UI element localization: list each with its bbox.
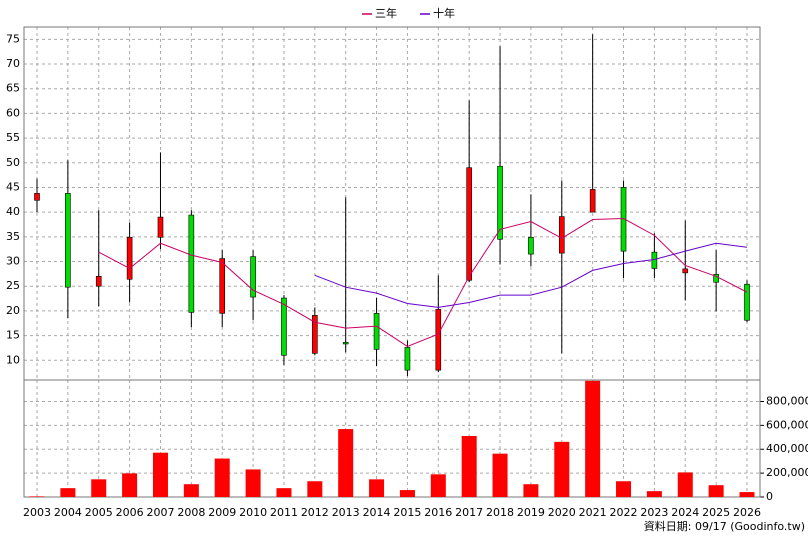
y-tick-label: 20 (6, 304, 20, 317)
volume-bar (122, 473, 138, 497)
volume-bar (399, 490, 415, 497)
candle-body (373, 313, 380, 350)
y2-tick-label: 200,000 (766, 466, 808, 479)
x-tick-label: 2020 (548, 506, 576, 519)
volume-bar (461, 435, 477, 497)
candle-body (651, 251, 658, 269)
x-tick-label: 2009 (208, 506, 236, 519)
x-tick-label: 2024 (671, 506, 699, 519)
candle-body (250, 256, 256, 298)
candle-body (65, 193, 71, 288)
candle-body (466, 167, 472, 281)
volume-bar (60, 488, 76, 497)
volume-bar (677, 472, 693, 497)
y-tick-label: 75 (6, 32, 20, 45)
x-tick-label: 2012 (301, 506, 329, 519)
candle-body (435, 309, 442, 371)
candle-body (342, 342, 349, 345)
volume-bar (492, 453, 508, 497)
x-tick-label: 2015 (393, 506, 421, 519)
volume-bar (338, 429, 354, 497)
y-tick-label: 60 (6, 106, 20, 119)
volume-bar (708, 485, 724, 497)
candle-body (589, 189, 596, 213)
x-tick-label: 2026 (733, 506, 761, 519)
x-tick-label: 2014 (363, 506, 391, 519)
x-tick-label: 2013 (332, 506, 360, 519)
x-tick-label: 2018 (486, 506, 514, 519)
x-tick-label: 2017 (455, 506, 483, 519)
volume-bar (616, 481, 632, 497)
y2-tick-label: 800,000 (766, 394, 808, 407)
candle-body (682, 268, 689, 274)
candle-body (188, 214, 195, 313)
source-note: 資料日期: 09/17 (Goodinfo.tw) (644, 519, 805, 533)
candle-body (620, 187, 627, 252)
candle-body (95, 276, 102, 287)
x-tick-label: 2025 (702, 506, 730, 519)
candle-body (126, 237, 133, 280)
volume-bar (183, 484, 199, 497)
volume-bar (523, 484, 539, 497)
x-tick-label: 2016 (424, 506, 452, 519)
candle-body (219, 258, 226, 314)
y-tick-label: 50 (6, 156, 20, 169)
volume-bar (245, 469, 261, 497)
candle-body (497, 165, 503, 240)
y-tick-label: 55 (6, 131, 20, 144)
candle-body (558, 216, 565, 254)
volume-bar (585, 380, 601, 497)
volume-bar (152, 452, 168, 497)
legend-label: 十年 (433, 6, 455, 20)
candle-body (157, 216, 164, 238)
candle-body (744, 283, 750, 321)
x-tick-label: 2005 (85, 506, 113, 519)
volume-bar (430, 474, 446, 497)
x-tick-label: 2003 (23, 506, 51, 519)
candle-body (281, 297, 287, 356)
candle-body (404, 347, 411, 371)
x-tick-label: 2004 (54, 506, 82, 519)
x-tick-label: 2022 (610, 506, 638, 519)
candle-body (528, 237, 534, 255)
x-tick-label: 2008 (177, 506, 205, 519)
y2-tick-label: 600,000 (766, 418, 808, 431)
candle-body (312, 315, 318, 354)
y-tick-label: 35 (6, 230, 20, 243)
candle-body (713, 274, 719, 283)
volume-bar (739, 492, 755, 497)
plot-frame (23, 26, 761, 498)
y-tick-label: 40 (6, 205, 20, 218)
x-tick-label: 2006 (116, 506, 144, 519)
y-tick-label: 45 (6, 180, 20, 193)
candle-body (34, 193, 40, 201)
x-tick-label: 2021 (579, 506, 607, 519)
y-tick-label: 25 (6, 279, 20, 292)
x-tick-label: 2019 (517, 506, 545, 519)
y2-tick-label: 400,000 (766, 442, 808, 455)
y-tick-label: 30 (6, 255, 20, 268)
volume-bar (214, 458, 230, 497)
moving-average-line (98, 218, 748, 347)
x-tick-label: 2010 (239, 506, 267, 519)
volume-bar (276, 488, 292, 497)
volume-bar (29, 496, 45, 497)
x-tick-label: 2011 (270, 506, 298, 519)
y-tick-label: 10 (6, 353, 20, 366)
y-tick-label: 65 (6, 82, 20, 95)
volume-bar (91, 479, 107, 497)
volume-bar (369, 479, 385, 497)
legend-label: 三年 (375, 6, 397, 20)
moving-average-line (314, 242, 748, 308)
y-tick-label: 70 (6, 57, 20, 70)
x-tick-label: 2007 (146, 506, 174, 519)
volume-bar (646, 491, 662, 497)
volume-bar (554, 441, 570, 497)
x-tick-label: 2023 (640, 506, 668, 519)
y2-tick-label: 0 (766, 490, 773, 503)
volume-bar (307, 481, 323, 497)
y-tick-label: 15 (6, 329, 20, 342)
